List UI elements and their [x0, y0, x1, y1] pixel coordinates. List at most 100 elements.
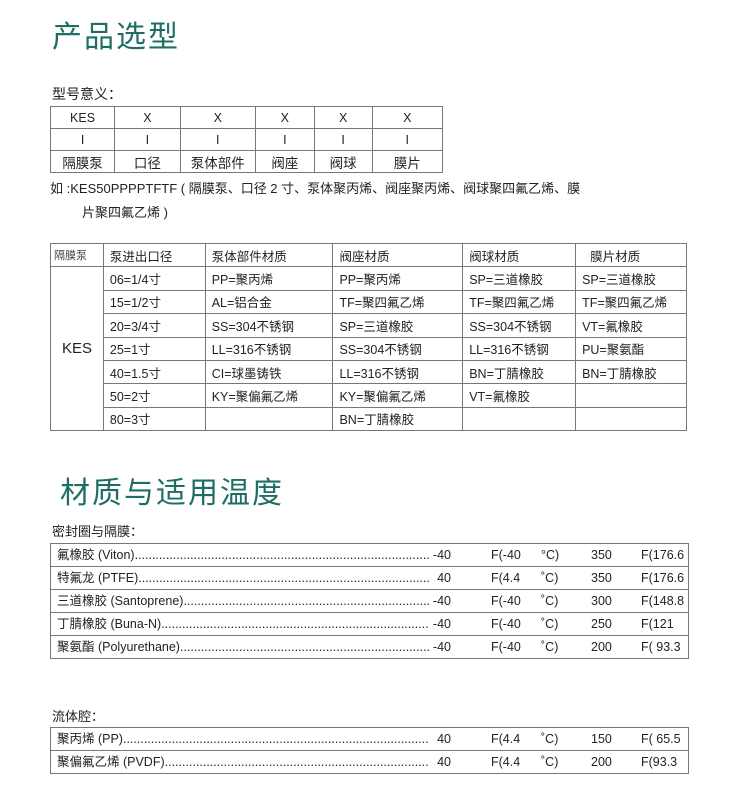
table-cell: 25=1寸 — [102, 336, 206, 361]
table-cell: 15=1/2寸 — [102, 289, 206, 315]
table-cell: LL=316不锈钢 — [462, 336, 577, 361]
table-row: 20=3/4寸 SS=304不锈钢 SP=三道橡胶 SS=304不锈钢 VT=氟橡胶 — [51, 313, 687, 338]
material-name: 聚丙烯 (PP) — [57, 728, 449, 750]
model-cell: I — [179, 128, 256, 151]
table-cell: 80=3寸 — [102, 406, 206, 432]
model-cell: 膜片 — [371, 150, 444, 173]
table-cell: 20=3/4寸 — [102, 313, 206, 338]
temperature-value: 150 — [591, 728, 612, 750]
column-header: 泵体部件材质 — [204, 242, 334, 268]
table-cell: KY=聚偏氟乙烯 — [332, 383, 464, 408]
temperature-value: ˚C) — [541, 590, 559, 612]
table-cell: SP=三道橡胶 — [462, 266, 577, 291]
table-cell: SP=三道橡胶 — [575, 266, 687, 291]
temperature-value: ˚C) — [541, 613, 559, 635]
table-cell: KY=聚偏氟乙烯 — [204, 383, 334, 408]
table-cell: CI=球墨铸铁 — [204, 359, 334, 385]
model-cell: 阀球 — [313, 150, 373, 173]
temperature-value: 200 — [591, 636, 612, 658]
model-cell: I — [49, 128, 116, 151]
temperature-value: F( 93.3 — [641, 636, 681, 658]
table-cell: 50=2寸 — [102, 383, 206, 408]
table-cell: LL=316不锈钢 — [332, 359, 464, 385]
column-header: 隔膜泵 — [50, 242, 104, 268]
table-cell: VT=氟橡胶 — [462, 383, 577, 408]
table-cell: SS=304不锈钢 — [204, 313, 334, 338]
material-name: 三道橡胶 (Santoprene) — [57, 590, 449, 612]
temperature-value: °C) — [541, 544, 560, 566]
table-row: 40=1.5寸 CI=球墨铸铁 LL=316不锈钢 BN=丁腈橡胶 BN=丁腈橡胶 — [51, 359, 687, 385]
table-cell: PU=聚氨酯 — [575, 336, 687, 361]
temperature-value: 200 — [591, 751, 612, 773]
temperature-value: ˚C) — [541, 567, 559, 589]
table-cell: SP=三道橡胶 — [332, 313, 464, 338]
temperature-value: 250 — [591, 613, 612, 635]
table-cell: TF=聚四氟乙烯 — [575, 289, 687, 315]
material-name: 氟橡胶 (Viton) — [57, 544, 449, 566]
temperature-value: -40 — [429, 544, 451, 566]
temperature-value: 350 — [591, 567, 612, 589]
table-cell: VT=氟橡胶 — [575, 313, 687, 338]
temperature-value: 40 — [429, 567, 451, 589]
model-cell: I — [254, 128, 315, 151]
table-row: 15=1/2寸 AL=铝合金 TF=聚四氟乙烯 TF=聚四氟乙烯 TF=聚四氟乙烯 — [51, 289, 687, 315]
model-cell: I — [313, 128, 373, 151]
table-cell — [575, 406, 687, 432]
temperature-value: F(176.6 — [641, 567, 685, 589]
temperature-value: ˚C) — [541, 751, 559, 773]
pump-code-cell: KES — [50, 266, 104, 432]
column-header: 阀座材质 — [332, 242, 464, 268]
temperature-value: -40 — [429, 590, 451, 612]
column-header: 泵进出口径 — [102, 242, 206, 268]
model-meaning-label: 型号意义： — [52, 86, 122, 102]
table-cell: PP=聚丙烯 — [204, 266, 334, 291]
table-cell: LL=316不锈钢 — [204, 336, 334, 361]
temperature-value: F(-40 — [491, 590, 521, 612]
temperature-value: F(-40 — [491, 636, 521, 658]
table-cell: TF=聚四氟乙烯 — [332, 289, 464, 315]
example-line: 如 :KES50PPPPTFTF ( 隔膜泵、口径 2 寸、泵体聚丙烯、阀座聚丙… — [50, 181, 581, 196]
page-title: 产品选型 — [52, 21, 180, 54]
example-line-cont: 片聚四氟乙烯 ) — [82, 205, 168, 220]
table-cell: PP=聚丙烯 — [332, 266, 464, 291]
model-cell: 隔膜泵 — [49, 150, 116, 173]
table-cell: SS=304不锈钢 — [462, 313, 577, 338]
table-cell — [462, 406, 577, 432]
temperature-value: 40 — [429, 728, 451, 750]
temperature-value: ˚C) — [541, 636, 559, 658]
temperature-value: -40 — [429, 636, 451, 658]
temperature-value: F(4.4 — [491, 728, 521, 750]
fluid-label: 流体腔： — [52, 709, 105, 724]
table-cell: BN=丁腈橡胶 — [575, 359, 687, 385]
model-cell: X — [371, 106, 444, 129]
model-code-table: KES X X X X X I I I I I I 隔膜泵 口径 泵体部件 阀座 阀球 膜片 — [49, 106, 444, 173]
table-cell: SS=304不锈钢 — [332, 336, 464, 361]
temperature-value: F(176.6 — [641, 544, 685, 566]
temperature-value: 40 — [429, 751, 451, 773]
model-cell: 口径 — [114, 150, 181, 173]
table-cell: AL=铝合金 — [204, 289, 334, 315]
section-title-materials: 材质与适用温度 — [60, 477, 284, 510]
temperature-value: F(-40 — [491, 544, 521, 566]
temperature-value: F(-40 — [491, 613, 521, 635]
table-cell — [204, 406, 334, 432]
table-row: 25=1寸 LL=316不锈钢 SS=304不锈钢 LL=316不锈钢 PU=聚氨酯 — [51, 336, 687, 361]
model-cell: 泵体部件 — [179, 150, 256, 173]
temperature-value: F(121 — [641, 613, 674, 635]
seal-label: 密封圈与隔膜： — [52, 524, 144, 539]
table-cell: 06=1/4寸 — [102, 266, 206, 291]
table-cell: 40=1.5寸 — [102, 359, 206, 385]
temperature-value: 300 — [591, 590, 612, 612]
material-name: 特氟龙 (PTFE) — [57, 567, 449, 589]
model-cell: 阀座 — [254, 150, 315, 173]
model-cell: X — [179, 106, 256, 129]
temperature-value: F(148.8 — [641, 590, 685, 612]
temperature-value: F(93.3 — [641, 751, 678, 773]
column-header: 膜片材质 — [575, 242, 687, 268]
model-cell: I — [371, 128, 444, 151]
temperature-value: F(4.4 — [491, 751, 521, 773]
